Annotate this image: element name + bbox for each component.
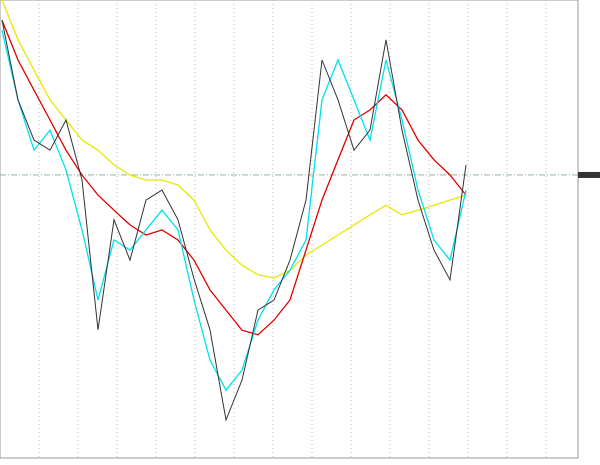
plot-area <box>0 0 579 459</box>
series-line <box>1 20 467 422</box>
series-line <box>1 0 467 279</box>
series-line <box>1 30 467 392</box>
price-tag <box>578 171 600 178</box>
